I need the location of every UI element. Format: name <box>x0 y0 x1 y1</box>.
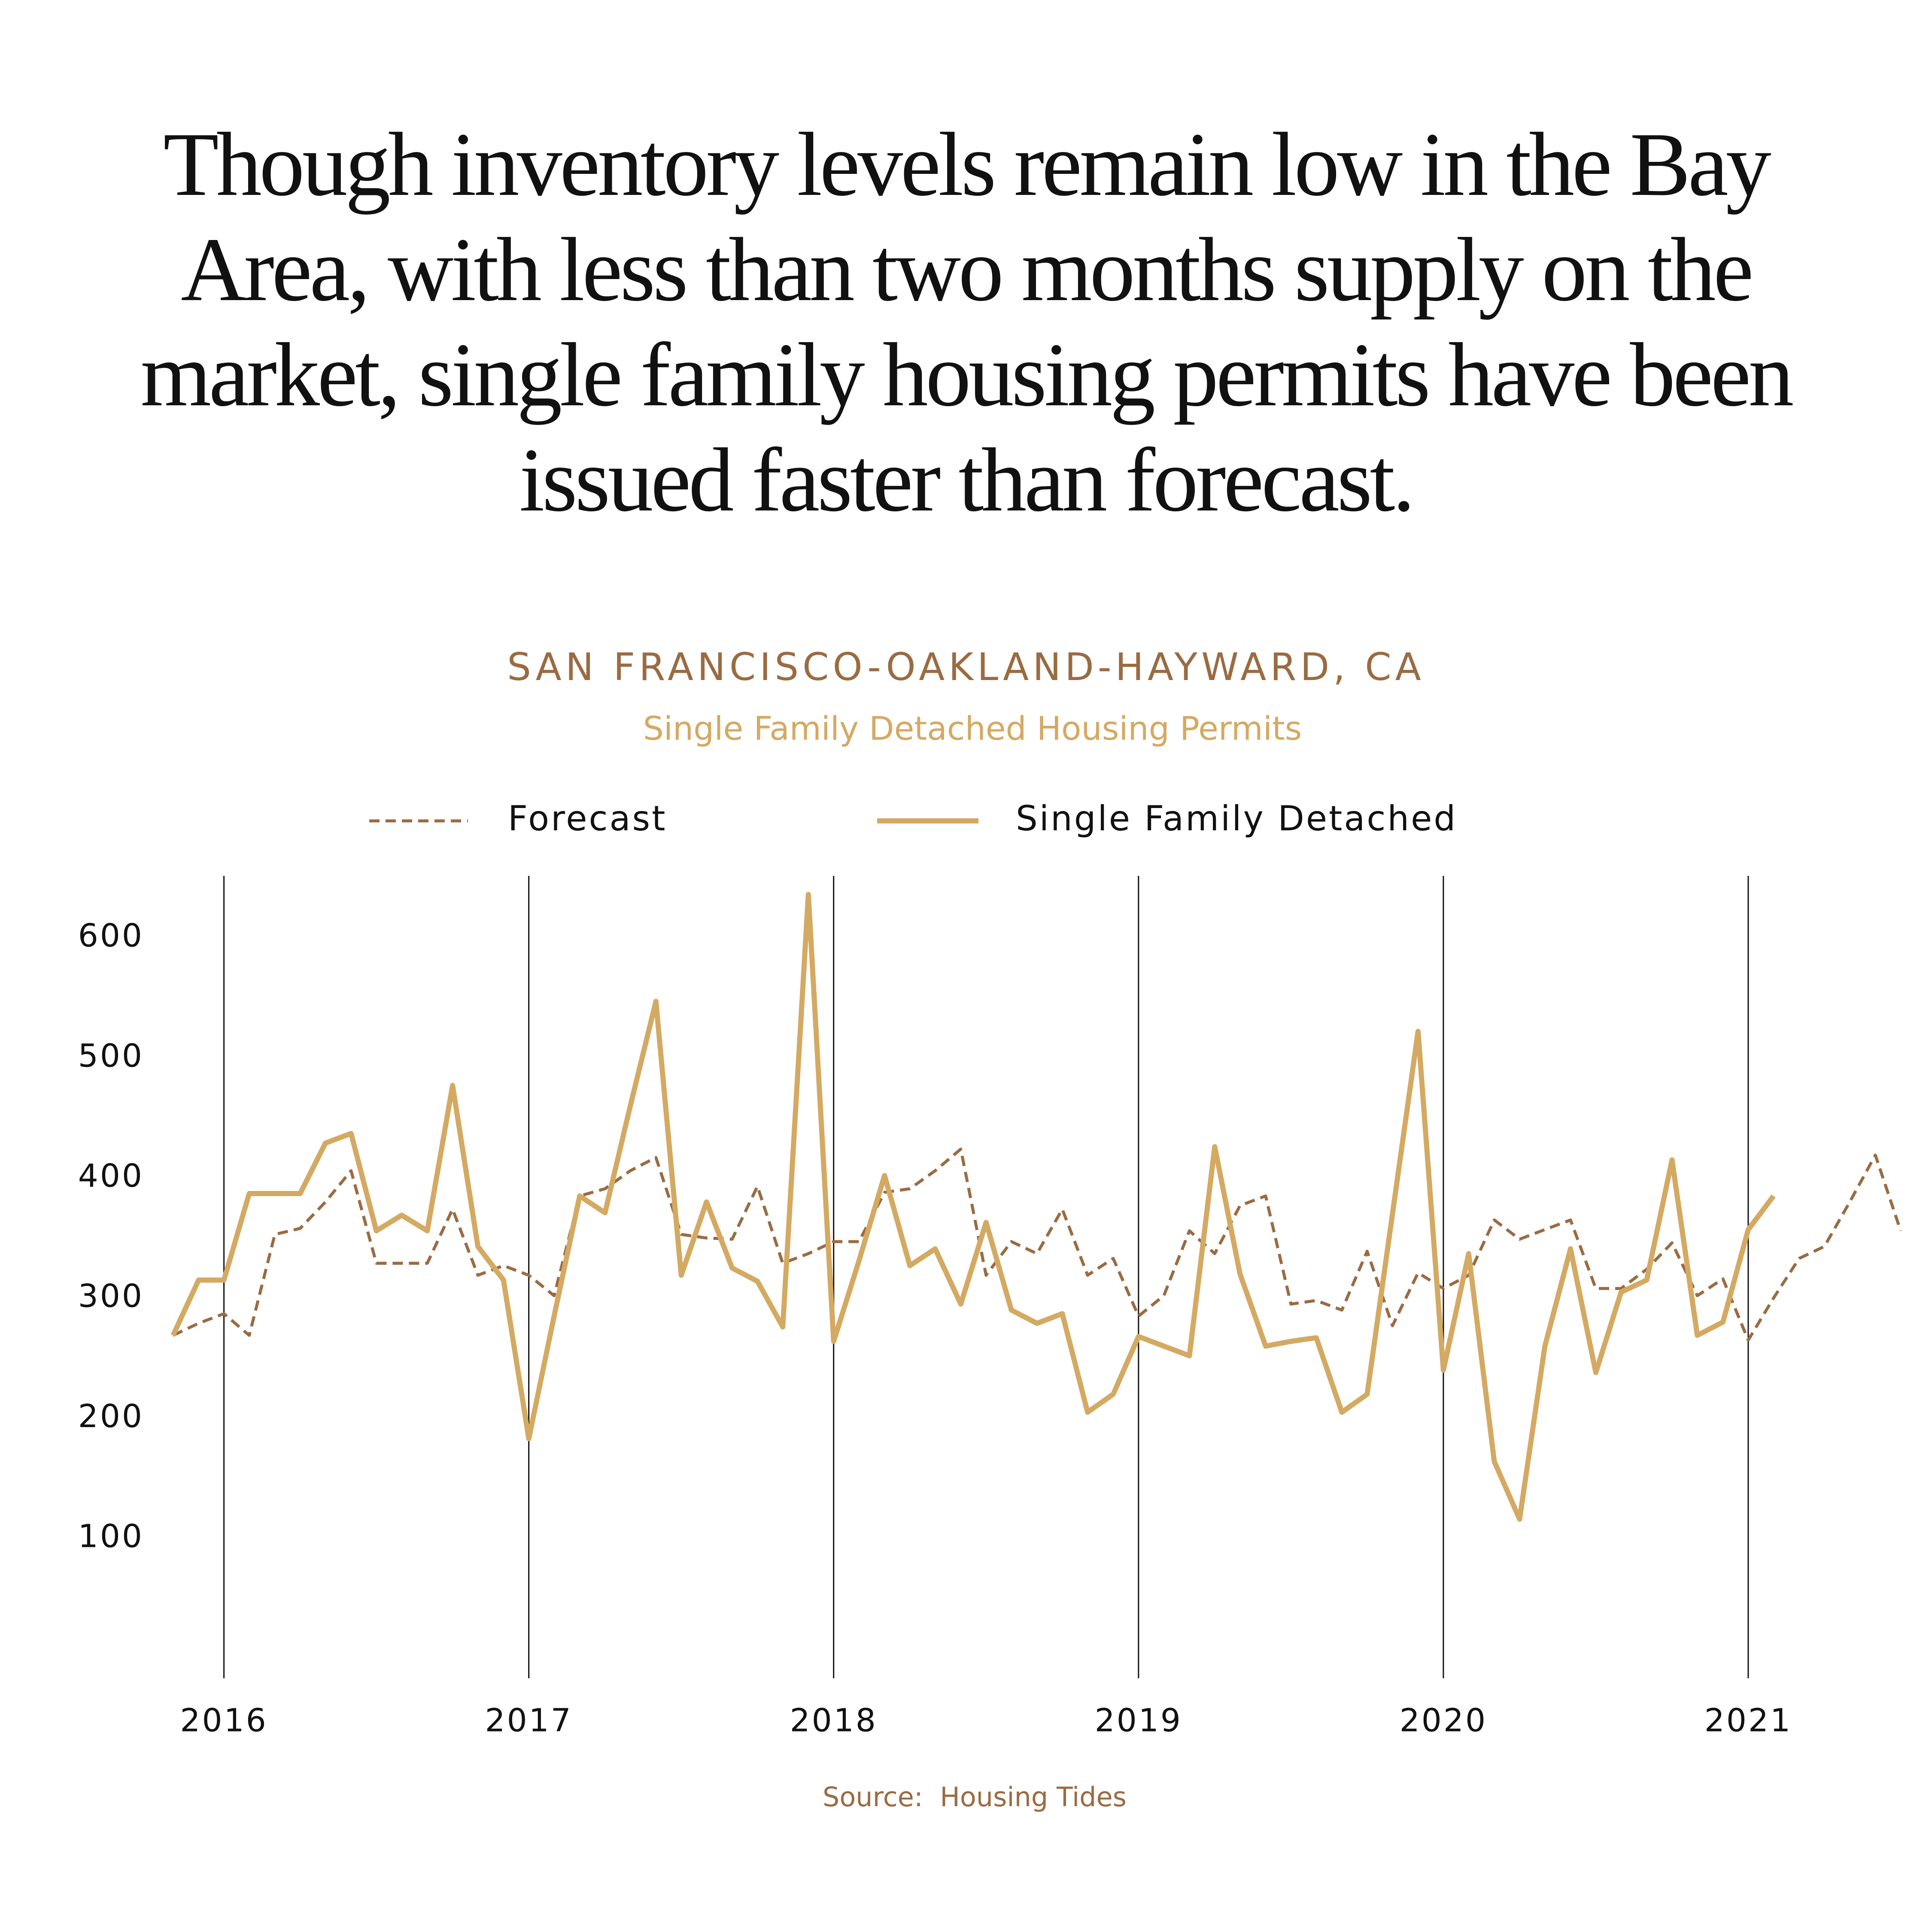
y-tick-label: 500 <box>78 1037 144 1074</box>
headline: Though inventory levels remain low in th… <box>140 114 1794 530</box>
y-tick-label: 400 <box>78 1157 144 1194</box>
x-tick-label: 2018 <box>790 1702 878 1739</box>
x-tick-label: 2021 <box>1704 1702 1792 1739</box>
y-tick-label: 200 <box>78 1398 144 1435</box>
x-tick-label: 2020 <box>1400 1702 1487 1739</box>
y-tick-label: 600 <box>78 917 144 954</box>
chart-title: Single Family Detached Housing Permits <box>643 709 1302 747</box>
series-line <box>170 892 1776 1522</box>
y-tick-label: 100 <box>78 1518 144 1555</box>
x-tick-label: 2016 <box>180 1702 267 1739</box>
legend-label: Forecast <box>508 799 667 838</box>
x-tick-label: 2017 <box>485 1702 572 1739</box>
series-line <box>172 1147 1902 1342</box>
x-tick-label: 2019 <box>1095 1702 1182 1739</box>
source: Source: Housing Tides <box>823 1781 1127 1813</box>
chart-subtitle: SAN FRANCISCO-OAKLAND-HAYWARD, CA <box>507 645 1425 689</box>
legend-label: Single Family Detached <box>1016 799 1457 838</box>
y-tick-label: 300 <box>78 1278 144 1315</box>
